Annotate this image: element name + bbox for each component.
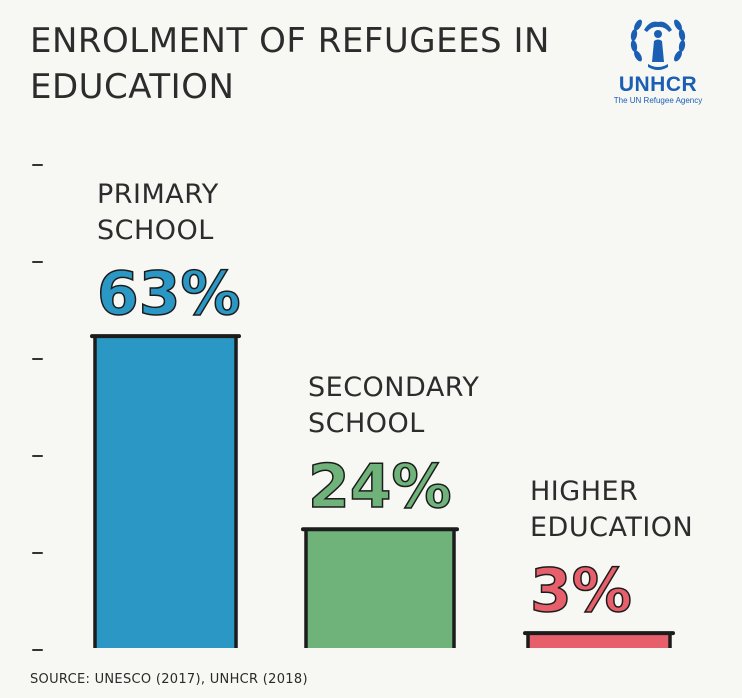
- category-label: SCHOOL: [308, 408, 425, 439]
- category-label: SECONDARY: [308, 372, 479, 403]
- logo-name: UNHCR: [618, 73, 698, 96]
- logo-tagline: The UN Refugee Agency: [613, 96, 703, 105]
- bar-2: [306, 529, 454, 648]
- value-label: 24%: [308, 452, 452, 522]
- unhcr-emblem-icon: [630, 19, 686, 70]
- category-label: SCHOOL: [97, 215, 214, 246]
- bar-chart: 63% PRIMARY SCHOOL 24% SECONDARY SCHOOL 3% HIGH…: [32, 164, 693, 651]
- value-label: 63%: [97, 259, 241, 329]
- bar-1: [95, 336, 236, 648]
- category-label: HIGHER: [530, 476, 638, 507]
- chart-title: ENROLMENT OF REFUGEES IN EDUCATION: [30, 21, 550, 107]
- source-note: SOURCE: UNESCO (2017), UNHCR (2018): [30, 672, 308, 687]
- value-label: 3%: [530, 556, 632, 626]
- category-label: PRIMARY: [97, 179, 219, 210]
- category-label: EDUCATION: [530, 512, 693, 543]
- unhcr-logo: UNHCR The UN Refugee Agency: [606, 12, 710, 116]
- bar-3: [528, 633, 670, 648]
